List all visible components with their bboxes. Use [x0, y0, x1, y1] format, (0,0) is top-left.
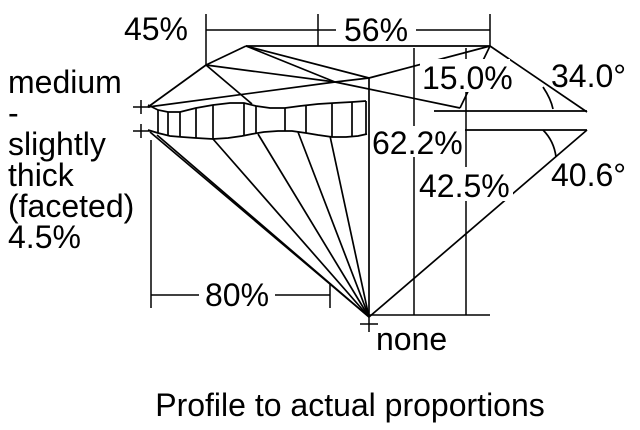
girdle-label-line-2: -	[8, 95, 19, 131]
culet-size-label: none	[376, 321, 447, 357]
pavilion-facet-lines	[149, 78, 588, 318]
label-masks	[199, 15, 513, 310]
angle-schematic-lines	[434, 86, 587, 158]
crown-facet-lines	[147, 45, 588, 113]
crown-angle-arc	[542, 86, 554, 110]
culet-tick	[360, 316, 378, 332]
pavilion-depth-label: 42.5%	[419, 168, 510, 204]
crown-angle-label: 34.0°	[551, 58, 626, 94]
girdle-label-line-1: medium	[8, 64, 122, 100]
star-facet-length-label: 45%	[124, 11, 188, 47]
girdle-thickness-label: medium - slightly thick (faceted) 4.5%	[8, 64, 134, 255]
girdle-band	[147, 100, 368, 140]
girdle-label-line-6: 4.5%	[8, 219, 81, 255]
lower-girdle-length-label: 80%	[205, 277, 269, 313]
girdle-edge-ticks	[133, 100, 150, 138]
girdle-label-line-4: thick	[8, 157, 75, 193]
pavilion-angle-arc	[542, 129, 557, 158]
table-size-label: 56%	[344, 12, 408, 48]
pavilion-angle-label: 40.6°	[551, 157, 626, 193]
crown-height-label: 15.0%	[422, 60, 513, 96]
diagram-caption: Profile to actual proportions	[155, 387, 545, 423]
total-depth-label: 62.2%	[372, 125, 463, 161]
girdle-label-line-3: slightly	[8, 126, 106, 162]
girdle-label-line-5: (faceted)	[8, 188, 134, 224]
